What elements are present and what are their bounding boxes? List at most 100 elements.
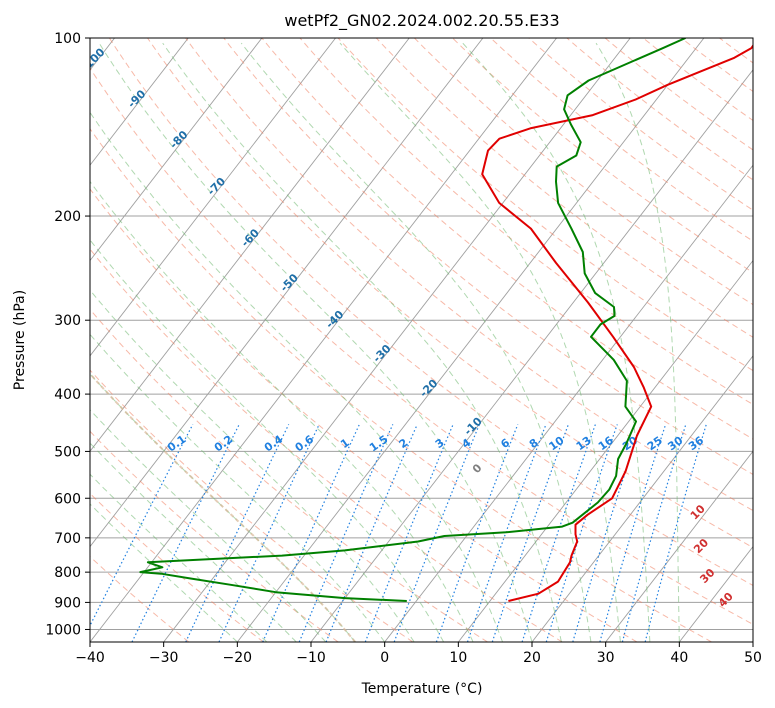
- reference-curve: [90, 372, 356, 642]
- moist-adiabat-label: -40: [323, 308, 346, 331]
- moist-adiabat-line: [595, 42, 680, 642]
- x-tick-label: −10: [296, 650, 326, 666]
- dry-adiabat-label: 40: [716, 590, 736, 610]
- moist-adiabat-line: [339, 42, 621, 642]
- mixing-ratio-line: [90, 424, 194, 628]
- x-tick-label: 10: [449, 650, 467, 666]
- dry-adiabat-line: [642, 38, 753, 122]
- dry-adiabat-line: [90, 308, 488, 642]
- dry-adiabat-label: 20: [691, 536, 711, 556]
- dry-adiabat-line: [90, 248, 563, 642]
- x-tick-label: 40: [670, 650, 688, 666]
- isotherm-line: [678, 545, 753, 642]
- moist-adiabat-line: [90, 180, 474, 642]
- moist-adiabat-label: -80: [167, 128, 190, 151]
- moist-adiabat-line: [90, 503, 238, 642]
- moist-adiabat-label: -30: [370, 342, 393, 365]
- moist-adiabat-line: [90, 373, 356, 642]
- mixing-ratio-line: [599, 424, 667, 642]
- moist-adiabat-label: -50: [278, 271, 301, 294]
- moist-adiabat-line: [90, 409, 327, 642]
- mixing-ratio-line: [435, 424, 519, 642]
- mixing-ratio-line: [325, 424, 418, 642]
- dry-adiabat-line: [719, 38, 753, 64]
- dry-adiabat-line: [185, 38, 753, 512]
- x-tick-label: 0: [380, 650, 389, 666]
- dry-adiabat-line: [90, 67, 753, 625]
- moist-adiabat-line: [462, 42, 651, 642]
- mixing-ratio-label: 25: [645, 434, 665, 453]
- mixing-ratio-line: [218, 424, 320, 642]
- dry-adiabat-line: [490, 38, 753, 242]
- y-axis: 100 200 300 400 500 600 700 800 900 1000: [45, 31, 90, 638]
- dry-adiabat-line: [108, 38, 753, 587]
- y-tick-label: 100: [54, 31, 81, 47]
- y-tick-label: 300: [54, 313, 81, 329]
- y-tick-label: 1000: [45, 622, 81, 638]
- isotherm-line: [90, 38, 484, 548]
- dry-adiabat-line: [375, 38, 753, 338]
- dry-adiabat-line: [299, 38, 753, 406]
- dry-adiabat-line: [90, 369, 414, 642]
- moist-adiabat-line: [90, 473, 268, 642]
- dry-adiabat-line: [90, 430, 339, 642]
- mixing-ratio-line: [185, 424, 290, 642]
- x-tick-label: 20: [523, 650, 541, 666]
- mixing-ratio-label: 2: [397, 436, 411, 451]
- moist-adiabat-line: [98, 42, 533, 642]
- moist-adiabat-line: [162, 42, 562, 642]
- dry-adiabat-line: [223, 38, 753, 476]
- moist-adiabat-label: -10: [462, 415, 485, 438]
- dry-adiabat-line: [337, 38, 753, 372]
- dry-adiabat-line: [452, 38, 753, 274]
- mixing-ratio-line: [131, 424, 240, 642]
- x-tick-label: −20: [223, 650, 253, 666]
- moist-adiabat-line: [90, 442, 297, 642]
- y-tick-label: 600: [54, 491, 81, 507]
- isotherm-line: [90, 38, 557, 642]
- mixing-ratio-label: 1: [338, 436, 352, 451]
- dry-adiabat-line: [147, 38, 753, 549]
- isotherm-line: [90, 38, 410, 453]
- isotherm-line: [90, 38, 189, 166]
- y-axis-label: Pressure (hPa): [12, 290, 28, 390]
- dry-adiabat-line: [566, 38, 753, 181]
- mixing-ratio-label: 36: [686, 434, 706, 454]
- isotherm-line: [384, 164, 753, 642]
- moist-adiabat-label: -20: [417, 377, 440, 400]
- temperature-profile-line: [481, 44, 753, 602]
- isotherm-line: [236, 38, 705, 642]
- mixing-ratio-line: [393, 424, 480, 642]
- moist-adiabat-line: [90, 239, 445, 642]
- y-tick-label: 800: [54, 565, 81, 581]
- x-axis: −40 −30 −20 −10 0 10 20 30 40 50: [75, 642, 762, 666]
- dry-adiabat-label: 30: [697, 566, 717, 586]
- dry-adiabat-label: 10: [688, 502, 708, 522]
- mixing-ratio-line: [621, 424, 687, 642]
- isotherm-line: [90, 38, 263, 262]
- mixing-ratio-line: [364, 424, 454, 642]
- isotherm-line: [457, 259, 753, 642]
- line-labels: 0.1 0.2 0.4 0.6 1 1.5 2 3 4 6 8 10 13 16 20 25 30 3610203…: [90, 45, 736, 610]
- x-tick-label: 30: [597, 650, 615, 666]
- x-tick-label: −40: [75, 650, 105, 666]
- isotherm-line: [163, 38, 631, 642]
- dry-adiabat-line: [758, 38, 775, 642]
- moist-adiabat-line: [90, 289, 415, 642]
- x-tick-label: 50: [744, 650, 762, 666]
- moist-adiabat-line: [90, 333, 386, 642]
- y-tick-label: 400: [54, 387, 81, 403]
- chart-title: wetPf2_GN02.2024.002.20.55.E33: [284, 11, 559, 31]
- moist-adiabat-label: -60: [239, 226, 262, 249]
- moist-adiabat-label: 0: [470, 461, 485, 476]
- mixing-ratio-label: 30: [665, 434, 685, 454]
- isotherm-line: [310, 69, 753, 642]
- mixing-ratio-label: 6: [498, 436, 512, 451]
- plot-frame: [89, 37, 754, 643]
- y-tick-label: 500: [54, 444, 81, 460]
- profile-series: [139, 38, 753, 602]
- isotherm-line: [90, 38, 336, 357]
- dry-adiabat-line: [528, 38, 753, 211]
- y-tick-label: 900: [54, 595, 81, 611]
